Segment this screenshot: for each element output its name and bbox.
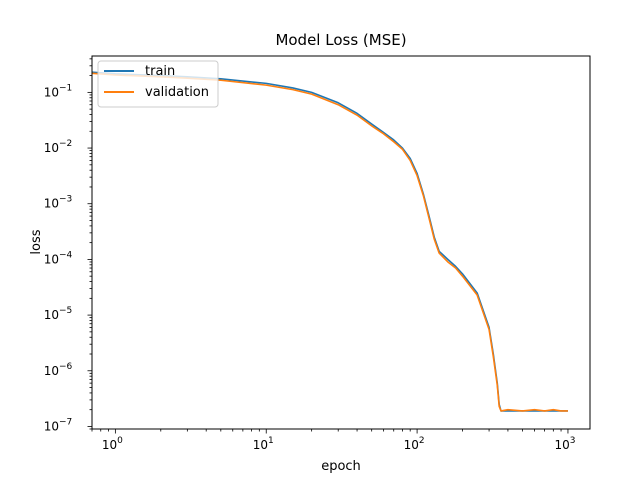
plot-area	[91, 71, 568, 412]
series-line-validation	[91, 72, 568, 412]
x-tick-label: 100	[102, 436, 123, 452]
x-axis: 100 101 102 103	[91, 429, 575, 452]
x-tick-label: 103	[554, 436, 575, 452]
legend-box	[97, 60, 219, 108]
x-tick-label: 102	[404, 436, 425, 452]
x-tick-label: 101	[253, 436, 274, 452]
y-axis: 10−7 10−6 10−5 10−4 10−3 10−2 10−1	[44, 58, 92, 433]
y-tick-label: 10−6	[44, 362, 73, 378]
legend: train validation	[97, 60, 219, 108]
y-axis-label: loss	[29, 229, 44, 254]
x-axis-label: epoch	[321, 459, 361, 474]
y-tick-label: 10−2	[44, 139, 73, 155]
y-tick-label: 10−5	[44, 306, 73, 322]
legend-label-train: train	[145, 64, 175, 79]
chart-title: Model Loss (MSE)	[275, 31, 406, 49]
y-tick-label: 10−4	[44, 250, 73, 266]
y-tick-label: 10−3	[44, 195, 73, 211]
legend-label-validation: validation	[145, 85, 209, 100]
y-tick-label: 10−7	[44, 417, 73, 433]
y-tick-label: 10−1	[44, 83, 73, 99]
